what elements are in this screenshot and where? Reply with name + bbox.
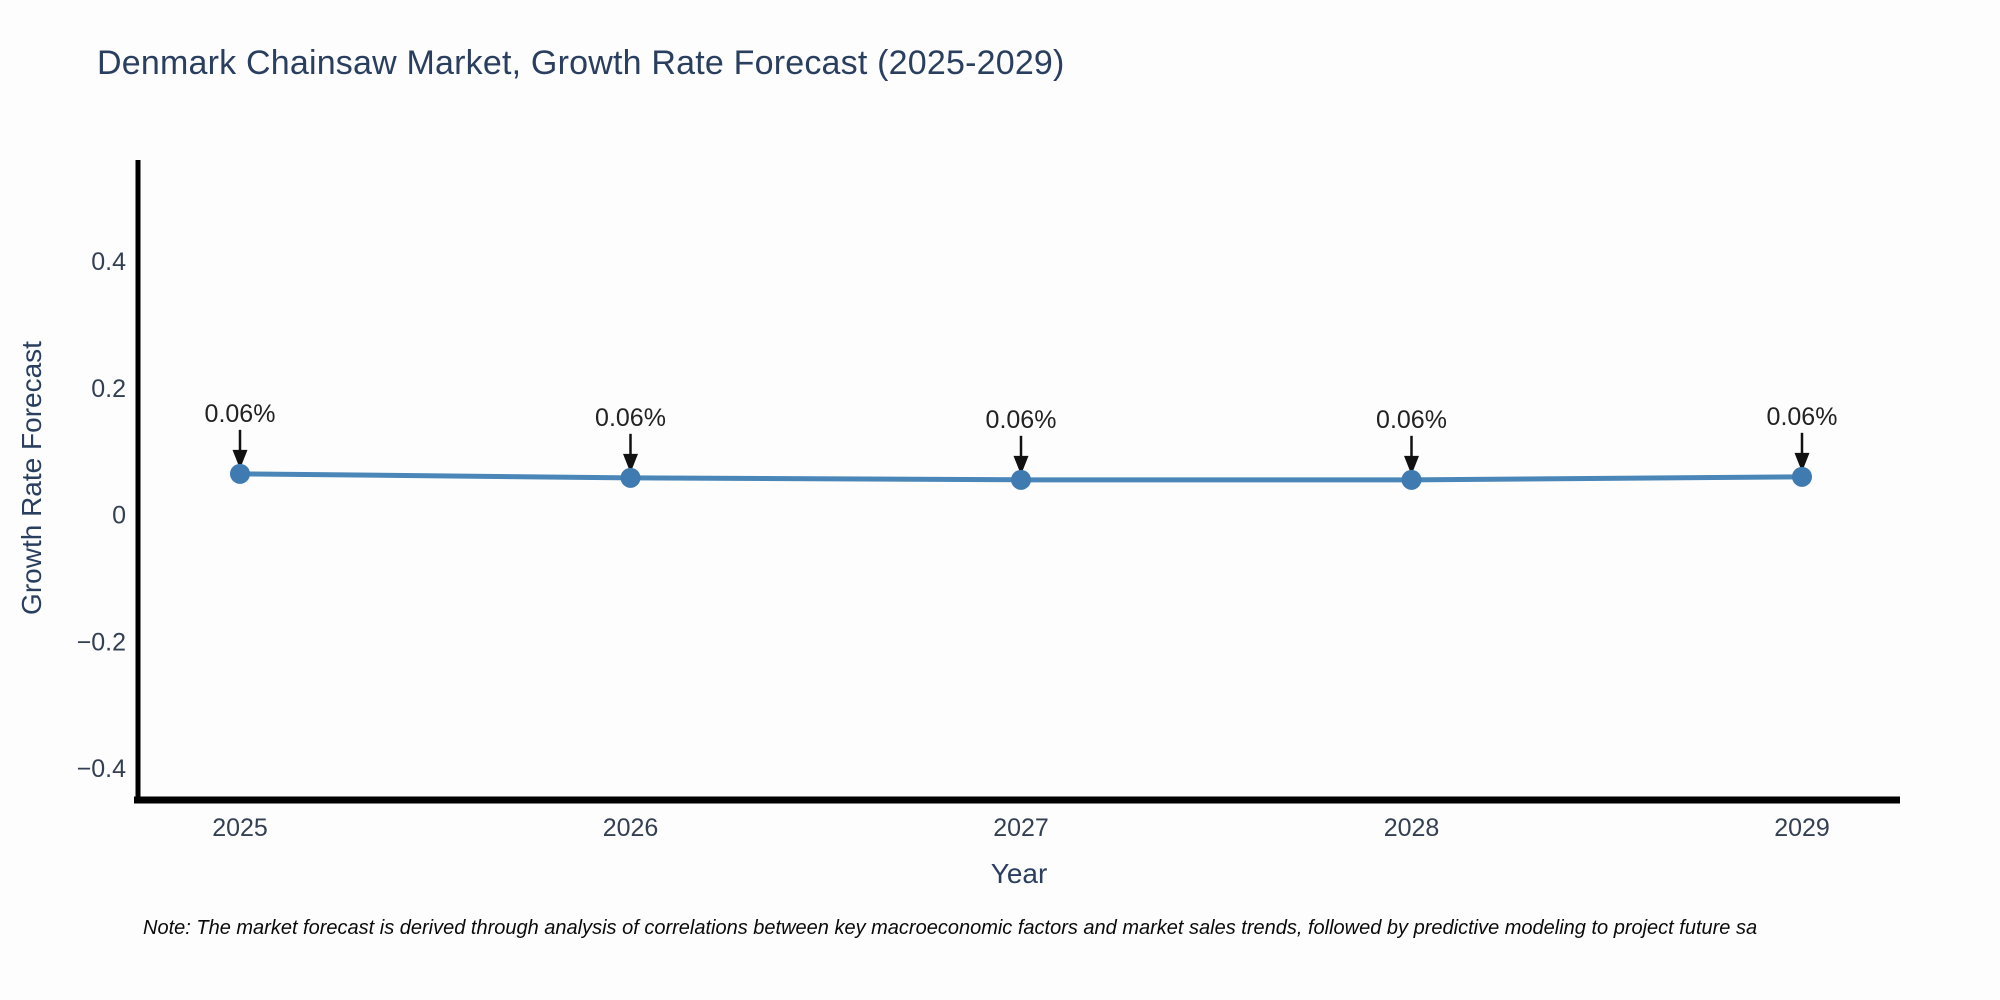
y-tick-label: 0.2 bbox=[91, 375, 126, 403]
footnote: Note: The market forecast is derived thr… bbox=[143, 917, 1758, 939]
annotation-arrowhead bbox=[1013, 455, 1029, 475]
data-point-marker bbox=[1011, 469, 1031, 490]
annotation-label: 0.06% bbox=[205, 400, 276, 428]
y-tick-label: −0.4 bbox=[77, 755, 126, 783]
y-tick-label: 0 bbox=[112, 502, 126, 530]
annotation-arrowhead bbox=[1794, 452, 1810, 472]
data-point-marker bbox=[230, 463, 250, 484]
data-point-marker bbox=[1401, 469, 1422, 490]
x-tick-label: 2028 bbox=[1384, 814, 1440, 842]
y-tick-label: 0.4 bbox=[91, 248, 126, 276]
y-tick-label: −0.2 bbox=[77, 628, 126, 656]
annotation-label: 0.06% bbox=[1376, 406, 1447, 434]
annotation-arrowhead bbox=[623, 453, 638, 473]
x-tick-label: 2029 bbox=[1774, 814, 1830, 842]
annotation-label: 0.06% bbox=[595, 404, 666, 432]
x-tick-label: 2027 bbox=[993, 814, 1049, 842]
x-tick-label: 2025 bbox=[212, 814, 268, 842]
data-point-marker bbox=[1792, 466, 1812, 487]
x-axis-title: Year bbox=[990, 858, 1048, 889]
annotation-arrowhead bbox=[232, 449, 248, 469]
data-point-marker bbox=[620, 467, 641, 488]
annotation-label: 0.06% bbox=[1767, 403, 1838, 431]
annotation-arrowhead bbox=[1404, 455, 1419, 475]
x-tick-label: 2026 bbox=[603, 814, 659, 842]
chart-title: Denmark Chainsaw Market, Growth Rate For… bbox=[97, 44, 1065, 82]
annotation-label: 0.06% bbox=[986, 406, 1057, 434]
